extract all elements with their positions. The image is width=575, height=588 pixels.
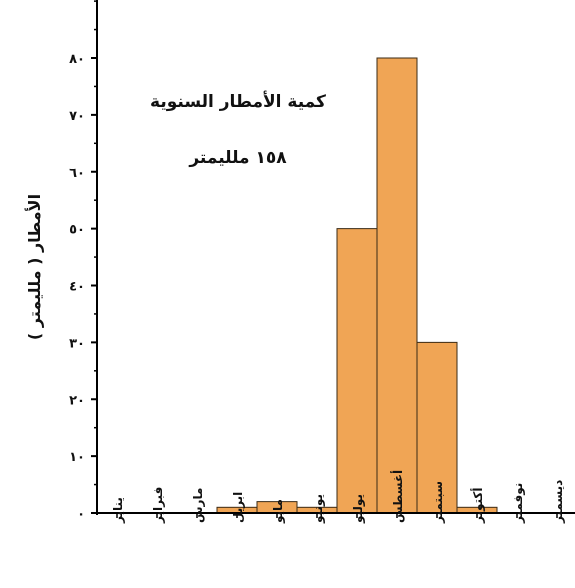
y-tick-label-20: ٢٠ [69,393,85,408]
axes-layer [96,0,575,515]
x-tick-label-12: ديسمبر [551,480,565,524]
x-tick-label-1: يناير [111,497,125,524]
x-tick-label-5: مايو [271,499,286,524]
x-tick-label-11: نوفمبر [511,483,526,524]
y-tick-label-70: ٧٠ [69,109,85,124]
annual-rainfall-value: ١٥٨ ملليمتر [189,148,287,168]
y-tick-label-0: ٠ [77,507,85,522]
x-tick-label-10: أكتوبر [470,488,486,524]
bars-layer [216,57,498,514]
x-tick-label-9: سبتمبر [431,481,445,524]
x-tick-label-7: يوليو [351,494,366,524]
x-tick-label-6: يونيو [311,494,326,524]
y-tick-label-60: ٦٠ [69,166,85,181]
bar-9 [416,341,458,514]
y-tick-label-40: ٤٠ [69,280,85,295]
y-tick-label-80: ٨٠ [69,52,85,67]
bar-8 [376,57,418,514]
x-tick-label-4: ابريل [231,492,245,523]
x-tick-label-2: فبراير [151,487,165,524]
y-ticks-layer: ٠ ١٠ ٢٠ ٣٠ ٤٠ ٥٠ ٦٠ ٧٠ ٨٠ [69,0,97,522]
bar-7 [336,228,378,514]
x-tick-label-3: مارس [191,488,205,523]
x-tick-label-8: أغسطس [390,470,405,523]
y-tick-label-10: ١٠ [69,450,85,465]
y-tick-label-50: ٥٠ [69,223,85,238]
x-labels-layer: يناير فبراير مارس ابريل مايو يونيو يوليو أغسطس س… [111,470,565,524]
y-axis-label: الأمطار ( ملليمتر ) [25,193,44,341]
annual-rainfall-label: كمية الأمطار السنوية [150,92,326,112]
y-tick-label-30: ٣٠ [69,336,85,351]
